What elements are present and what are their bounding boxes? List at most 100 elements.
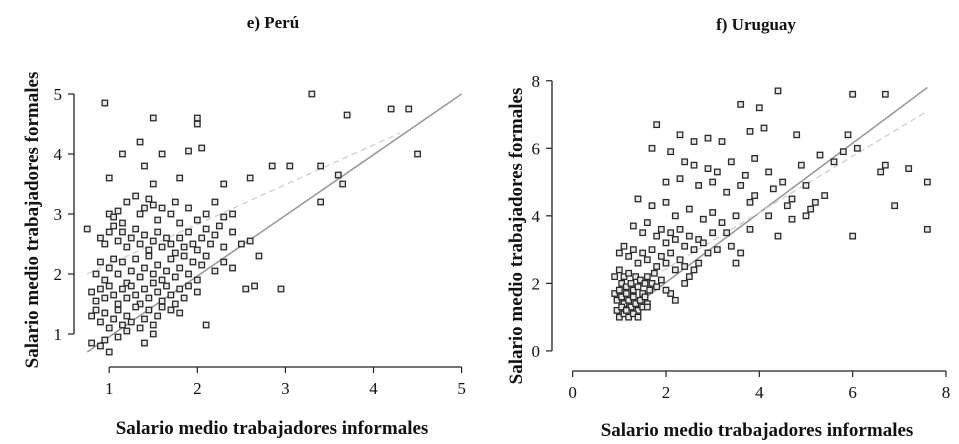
data-point — [229, 228, 236, 236]
y-tick-label: 6 — [532, 139, 541, 158]
data-point — [741, 171, 749, 179]
data-point — [136, 273, 144, 281]
data-point — [648, 144, 656, 152]
data-point — [277, 285, 285, 293]
data-point — [141, 264, 148, 272]
data-point — [681, 263, 689, 270]
data-point — [176, 285, 184, 293]
data-point — [167, 291, 175, 299]
data-point — [123, 198, 131, 206]
data-point — [185, 282, 192, 290]
data-point — [662, 239, 670, 247]
data-point — [110, 213, 118, 221]
chart-title: f) Uruguay — [716, 15, 796, 34]
data-point — [185, 270, 192, 278]
data-point — [114, 207, 122, 215]
data-point — [149, 114, 157, 122]
data-point — [634, 195, 642, 203]
data-point — [145, 252, 153, 260]
data-point — [662, 178, 670, 186]
data-point — [629, 222, 637, 230]
x-tick-label: 2 — [662, 383, 671, 402]
data-point — [891, 202, 899, 210]
data-point — [387, 105, 395, 113]
data-point — [220, 258, 228, 266]
data-point — [657, 276, 665, 284]
data-point — [643, 303, 651, 311]
data-point — [176, 309, 184, 317]
data-point — [685, 232, 693, 240]
x-tick-label: 3 — [281, 379, 290, 398]
data-point — [123, 312, 131, 320]
data-point — [193, 216, 201, 224]
data-point — [163, 234, 170, 242]
data-point — [286, 162, 294, 170]
data-point — [317, 162, 325, 170]
data-point — [681, 279, 689, 287]
data-point — [620, 242, 628, 250]
data-point — [110, 291, 118, 299]
chart-title: e) Perú — [247, 13, 299, 32]
data-point — [163, 282, 170, 290]
x-axis-label: Salario medio trabajadores informales — [116, 418, 429, 439]
data-point — [690, 246, 698, 254]
data-point — [676, 175, 684, 183]
data-point — [127, 282, 135, 290]
data-point — [114, 237, 122, 245]
data-point — [149, 321, 157, 329]
data-point — [185, 228, 192, 236]
data-point — [185, 204, 192, 212]
data-point — [167, 210, 175, 218]
data-point — [149, 237, 157, 245]
data-point — [811, 198, 819, 206]
data-point — [807, 205, 815, 213]
data-point — [136, 138, 144, 146]
data-point — [671, 236, 679, 243]
data-point — [92, 306, 100, 314]
data-point — [646, 286, 654, 294]
x-tick-label: 2 — [193, 379, 202, 398]
data-point — [141, 162, 148, 170]
data-point — [207, 240, 214, 248]
y-tick-label: 4 — [532, 207, 541, 226]
data-point — [627, 279, 635, 287]
y-tick-label: 8 — [532, 72, 541, 91]
data-point — [154, 216, 162, 224]
data-point — [105, 228, 113, 236]
data-point — [405, 105, 413, 113]
data-point — [145, 246, 153, 254]
data-point — [797, 161, 805, 169]
y-tick-label: 0 — [532, 342, 541, 361]
data-point — [189, 240, 197, 248]
data-point — [643, 219, 651, 226]
data-point — [634, 313, 642, 321]
data-point — [211, 231, 219, 239]
data-point — [158, 150, 166, 158]
data-point — [839, 148, 847, 156]
data-point — [662, 198, 670, 206]
data-point — [246, 174, 254, 182]
data-point — [685, 205, 693, 213]
data-point — [202, 225, 210, 233]
data-point — [648, 202, 656, 210]
data-point — [114, 333, 122, 341]
data-point — [132, 291, 140, 299]
data-point — [193, 246, 201, 254]
data-point — [643, 273, 651, 281]
data-point — [699, 239, 707, 247]
data-point — [101, 240, 109, 248]
data-point — [681, 242, 689, 250]
data-point — [123, 294, 131, 302]
data-point — [765, 212, 773, 220]
data-point — [681, 158, 689, 166]
data-point — [101, 276, 109, 284]
fitted-line — [86, 132, 401, 275]
data-point — [132, 225, 140, 233]
data-point — [653, 232, 661, 240]
data-point — [202, 210, 210, 218]
data-point — [713, 168, 721, 176]
data-point — [816, 151, 824, 159]
data-point — [268, 162, 276, 170]
data-point — [119, 321, 126, 329]
data-point — [123, 327, 131, 335]
